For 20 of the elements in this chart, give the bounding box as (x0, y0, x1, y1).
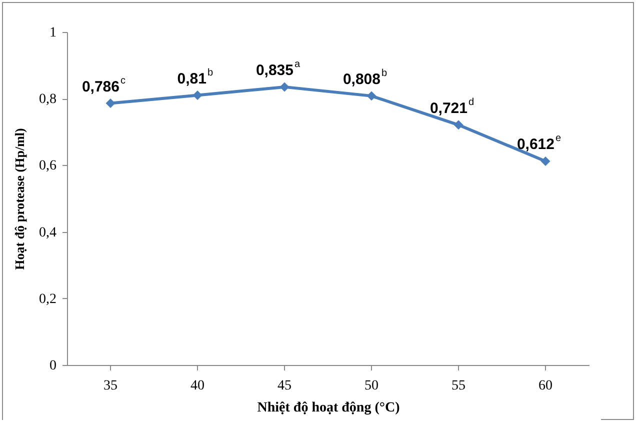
x-axis-title: Nhiệt độ hoạt động (°C) (257, 400, 400, 416)
x-tick-label: 60 (538, 378, 552, 394)
point (366, 91, 376, 101)
y-tick-label: 0,4 (39, 225, 56, 240)
y-tick-label: 0 (50, 358, 56, 374)
y-tick-label: 0,2 (39, 292, 56, 307)
y-tick-label: 1 (50, 26, 56, 40)
point (540, 156, 550, 166)
y-axis-title: Hoạt độ protease (Hp/ml) (12, 128, 27, 270)
x-tick-label: 40 (190, 378, 204, 394)
point (280, 82, 290, 92)
point (454, 120, 464, 130)
point (192, 90, 202, 100)
point (106, 98, 116, 108)
x-tick-label: 35 (104, 378, 118, 394)
y-tick-label: 0,8 (39, 92, 56, 108)
y-tick-label: 0,6 (39, 158, 56, 174)
x-tick-label: 50 (364, 378, 378, 394)
x-tick-label: 55 (452, 378, 466, 394)
x-tick-label: 45 (278, 378, 292, 394)
